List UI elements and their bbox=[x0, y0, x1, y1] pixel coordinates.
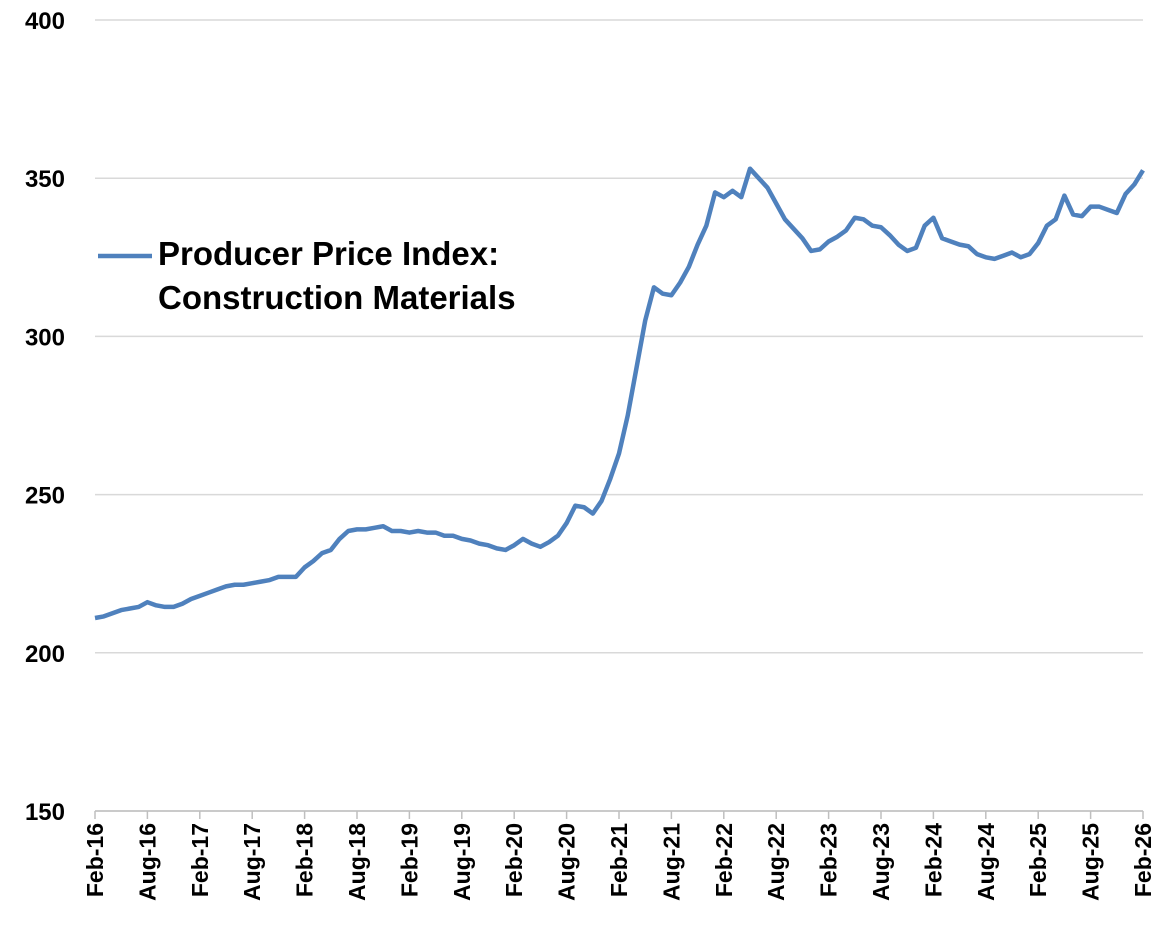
x-tick-label: Feb-20 bbox=[501, 823, 527, 897]
x-tick-label: Feb-22 bbox=[711, 823, 737, 897]
x-tick-label: Aug-23 bbox=[868, 823, 894, 901]
x-tick-label: Aug-19 bbox=[449, 823, 475, 901]
x-tick-label: Feb-26 bbox=[1130, 823, 1156, 897]
x-tick-label: Aug-17 bbox=[239, 823, 265, 901]
y-tick-label: 150 bbox=[25, 799, 65, 826]
x-tick-label: Feb-25 bbox=[1025, 823, 1051, 897]
x-tick-label: Feb-17 bbox=[187, 823, 213, 897]
x-tick-label: Aug-22 bbox=[763, 823, 789, 901]
x-tick-label: Aug-24 bbox=[973, 823, 999, 901]
x-tick-label: Feb-24 bbox=[920, 823, 946, 897]
y-tick-label: 300 bbox=[25, 324, 65, 351]
legend-label: Producer Price Index: Construction Mater… bbox=[158, 235, 516, 316]
x-tick-label: Feb-23 bbox=[816, 823, 842, 897]
x-tick-label: Aug-18 bbox=[344, 823, 370, 901]
x-tick-label: Feb-21 bbox=[606, 823, 632, 897]
x-tick-label: Feb-16 bbox=[82, 823, 108, 897]
x-tick-label: Feb-18 bbox=[292, 823, 318, 897]
y-tick-label: 350 bbox=[25, 166, 65, 193]
y-tick-label: 250 bbox=[25, 483, 65, 510]
x-tick-label: Aug-20 bbox=[554, 823, 580, 901]
y-tick-label: 200 bbox=[25, 641, 65, 668]
x-tick-label: Aug-25 bbox=[1078, 823, 1104, 901]
x-tick-label: Aug-21 bbox=[658, 823, 684, 901]
x-tick-label: Feb-19 bbox=[396, 823, 422, 897]
x-tick-label: Aug-16 bbox=[134, 823, 160, 901]
y-tick-label: 400 bbox=[25, 8, 65, 35]
data-line bbox=[94, 166, 1145, 621]
